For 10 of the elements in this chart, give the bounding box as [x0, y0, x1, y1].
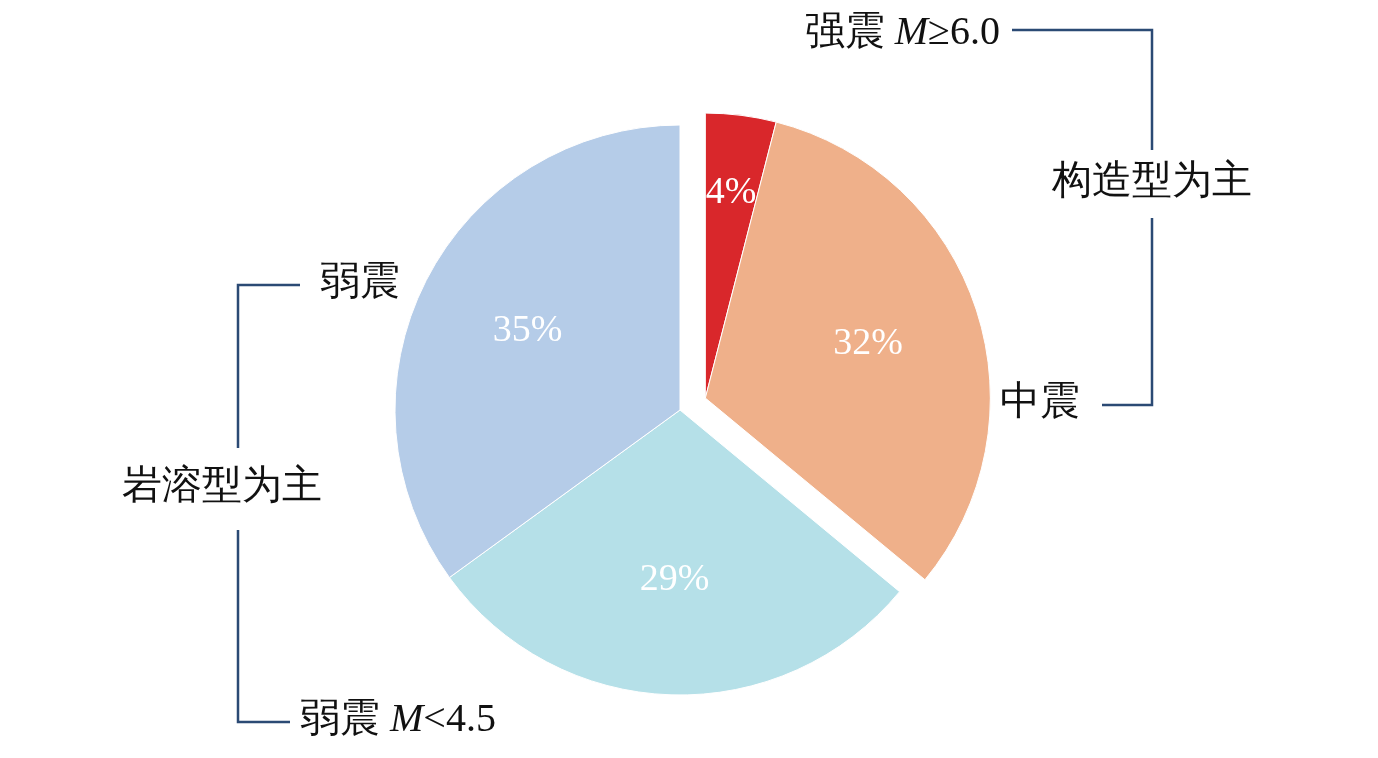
- slice-label: 弱震: [320, 258, 400, 304]
- slice-label: 弱震 M<4.5: [300, 695, 496, 741]
- data-label: 4%: [705, 169, 757, 212]
- text: 岩溶型为主: [122, 462, 322, 508]
- data-label: 32%: [833, 319, 903, 362]
- data-label: 29%: [639, 555, 710, 598]
- text: 构造型为主: [1051, 157, 1252, 203]
- data-label: 35%: [492, 307, 563, 350]
- slice-label: 中震: [1000, 378, 1080, 424]
- slice-label: 强震 M≥6.0: [804, 8, 1000, 54]
